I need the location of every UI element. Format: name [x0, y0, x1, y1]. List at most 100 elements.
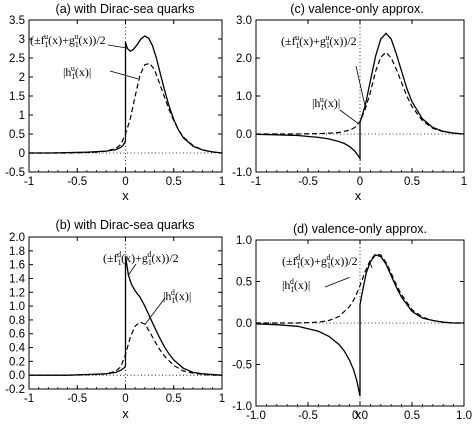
- label-part: |h: [282, 278, 290, 292]
- y-tick-label: 1.5: [9, 91, 25, 103]
- x-tick-label: 1: [219, 393, 225, 405]
- y-tick-label: -0.5: [232, 360, 252, 372]
- y-tick-label: 0.6: [9, 329, 25, 341]
- x-tick-label: 1: [219, 176, 225, 188]
- series-line-h1: [256, 51, 465, 135]
- chart-title: (b) with Dirac-sea quarks: [56, 218, 195, 232]
- y-tick-label: 0.0: [9, 370, 25, 382]
- label-part: 1: [296, 41, 300, 50]
- y-tick-label: 1.8: [9, 246, 25, 258]
- y-tick-label: 0.5: [236, 277, 252, 289]
- annotation-leader-line: [339, 109, 359, 124]
- plot-frame: [28, 19, 223, 173]
- annotation-h1: |h1u(x)|: [63, 64, 91, 81]
- y-tick-label: 0.0: [236, 318, 252, 330]
- label-part: (x))/2: [329, 34, 356, 48]
- label-part: 1: [45, 40, 49, 49]
- y-tick-label: 0: [19, 148, 25, 160]
- x-tick-label: -0.5: [67, 176, 87, 188]
- x-tick-label: -1: [24, 393, 34, 405]
- chart-panel-a: (a) with Dirac-sea quarks-1 -0.5 0 0.5 1-0.5…: [5, 2, 225, 203]
- label-part: (x)|: [324, 96, 340, 110]
- x-axis-label: x: [122, 406, 129, 421]
- label-part: d: [147, 250, 151, 259]
- y-tick-label: -1.0: [232, 401, 252, 413]
- y-tick-label: 3.0: [236, 15, 252, 27]
- label-part: (±f: [30, 33, 45, 47]
- plot-frame: [28, 236, 223, 390]
- label-part: |h: [312, 96, 320, 110]
- series-line-h1: [256, 253, 464, 324]
- series-line-f1-g1: [255, 254, 464, 397]
- label-part: (x)+g: [299, 34, 326, 48]
- x-tick-label: 0.0: [352, 410, 368, 422]
- x-tick-label: -0.5: [67, 393, 87, 405]
- chart-title: (d) valence-only approx.: [293, 222, 427, 236]
- x-tick-label: 0.5: [166, 393, 182, 405]
- series-line-f1-g1: [255, 32, 465, 161]
- label-part: d: [171, 288, 175, 297]
- y-tick-label: 1.0: [236, 91, 252, 103]
- label-part: d: [326, 253, 330, 262]
- annotation-h1: |h1d(x)|: [282, 277, 310, 294]
- x-tick-label: 0.5: [404, 410, 420, 422]
- annotation-h1: |h1d(x)|: [163, 288, 191, 305]
- chart-panel-b: (b) with Dirac-sea quarks -1 -0.5 0 0.5 1 -0.2…: [5, 218, 225, 421]
- label-part: (x)|: [294, 278, 310, 292]
- annotation-h1: |h1u(x)|: [312, 95, 340, 112]
- x-tick-label: 0.5: [404, 176, 420, 188]
- label-part: |h: [63, 65, 71, 79]
- label-part: 1: [118, 258, 122, 267]
- annotation-f1-g1: (±f1d(x)+g1d(x))/2: [103, 250, 179, 267]
- annotation-leader-line: [355, 65, 366, 107]
- y-tick-label: 3.5: [9, 15, 25, 27]
- label-part: (±f: [281, 34, 296, 48]
- y-tick-label: 0.2: [9, 356, 25, 368]
- y-tick-label: 0.5: [9, 129, 25, 141]
- y-tick-label: 0.8: [9, 315, 25, 327]
- y-tick-label: -0.2: [5, 384, 25, 396]
- chart-title: (a) with Dirac-sea quarks: [56, 2, 195, 16]
- y-tick-label: 2: [19, 72, 25, 84]
- y-tick-label: 2.5: [9, 53, 25, 65]
- x-tick-label: -0.5: [298, 410, 318, 422]
- label-part: u: [74, 32, 78, 41]
- plot-frame: [255, 19, 465, 173]
- x-tick-label: 0: [357, 176, 363, 188]
- label-part: u: [325, 33, 329, 42]
- annotation-leader-line: [109, 70, 139, 80]
- label-part: |h: [163, 289, 171, 303]
- label-part: u: [71, 64, 75, 73]
- x-tick-label: 1.0: [456, 410, 472, 422]
- y-tick-label: 1.0: [236, 235, 252, 247]
- chart-panel-d: (d) valence-only approx. -1.0 -0.5 0.0 0.5 1.…: [232, 222, 472, 422]
- chart-panel-c: (c) valence-only approx. -1 -0.5 0 0.5 1 -1.0 0…: [232, 2, 467, 203]
- label-part: (±f: [103, 251, 118, 265]
- series-line-h1: [29, 62, 223, 154]
- label-part: d: [117, 250, 121, 259]
- label-part: 1: [171, 296, 175, 305]
- x-tick-label: -1.0: [246, 410, 266, 422]
- label-part: (x)|: [75, 65, 91, 79]
- label-part: (x))/2: [78, 33, 105, 47]
- y-tick-label: 0.0: [236, 129, 252, 141]
- annotation-leader-line: [324, 276, 350, 288]
- label-part: (x)+g: [300, 254, 327, 268]
- label-part: (x)+g: [48, 33, 75, 47]
- annotation-leader-line: [370, 263, 373, 269]
- label-part: 1: [320, 103, 324, 112]
- x-axis-label: x: [122, 188, 129, 203]
- y-tick-label: 2.0: [236, 53, 252, 65]
- label-part: 1: [148, 258, 152, 267]
- label-part: u: [44, 32, 48, 41]
- label-part: (x))/2: [330, 254, 357, 268]
- annotation-leader-line: [144, 297, 166, 325]
- x-tick-label: -1: [24, 176, 34, 188]
- y-tick-label: 3: [19, 34, 25, 46]
- x-axis-label: x: [355, 188, 362, 203]
- label-part: (x)+g: [121, 251, 148, 265]
- label-part: d: [290, 277, 294, 286]
- label-part: (x))/2: [151, 251, 178, 265]
- y-tick-label: 1.4: [9, 273, 26, 285]
